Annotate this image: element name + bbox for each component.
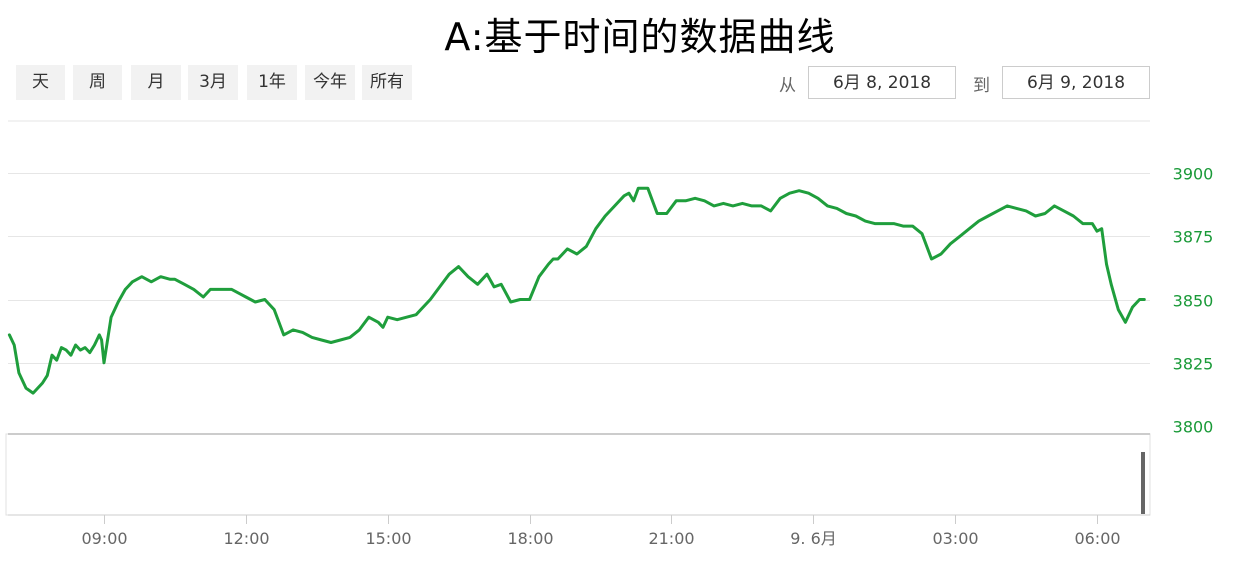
series-line	[7, 186, 1146, 395]
x-tick-label: 03:00	[932, 529, 978, 548]
page-title: A:基于时间的数据曲线	[444, 15, 836, 59]
x-tick-label: 21:00	[648, 529, 694, 548]
navigator[interactable]	[5, 433, 1151, 516]
x-tick-label: 09:00	[81, 529, 127, 548]
y-tick-label: 3825	[1173, 355, 1214, 374]
y-tick-label: 3800	[1173, 418, 1214, 437]
from-label: 从	[779, 76, 796, 96]
range-button-ytd[interactable]: 今年	[305, 65, 355, 100]
x-axis: 09:00 12:00 15:00 18:00 21:00 9. 6月 03:00 06:00	[81, 515, 1121, 548]
range-button-week[interactable]: 周	[73, 65, 122, 100]
grid-lines	[8, 173, 1150, 364]
y-axis: 3800 3825 3850 3875 3900	[1173, 165, 1214, 437]
range-button-1-year[interactable]: 1年	[247, 65, 297, 100]
y-tick-label: 3850	[1173, 292, 1214, 311]
from-date-input[interactable]: 6月 8, 2018	[808, 66, 956, 99]
x-tick-label: 9. 6月	[790, 529, 837, 548]
y-tick-label: 3875	[1173, 228, 1214, 247]
range-button-day[interactable]: 天	[16, 65, 65, 100]
x-tick-label: 06:00	[1074, 529, 1120, 548]
y-tick-label: 3900	[1173, 165, 1214, 184]
to-date-input[interactable]: 6月 9, 2018	[1002, 66, 1150, 99]
range-button-all[interactable]: 所有	[362, 65, 412, 100]
range-button-month[interactable]: 月	[131, 65, 181, 100]
to-label: 到	[973, 76, 990, 96]
navigator-handle[interactable]	[1141, 452, 1145, 514]
x-tick-label: 15:00	[365, 529, 411, 548]
range-button-3-months[interactable]: 3月	[188, 65, 238, 100]
x-tick-label: 18:00	[507, 529, 553, 548]
x-tick-label: 12:00	[223, 529, 269, 548]
